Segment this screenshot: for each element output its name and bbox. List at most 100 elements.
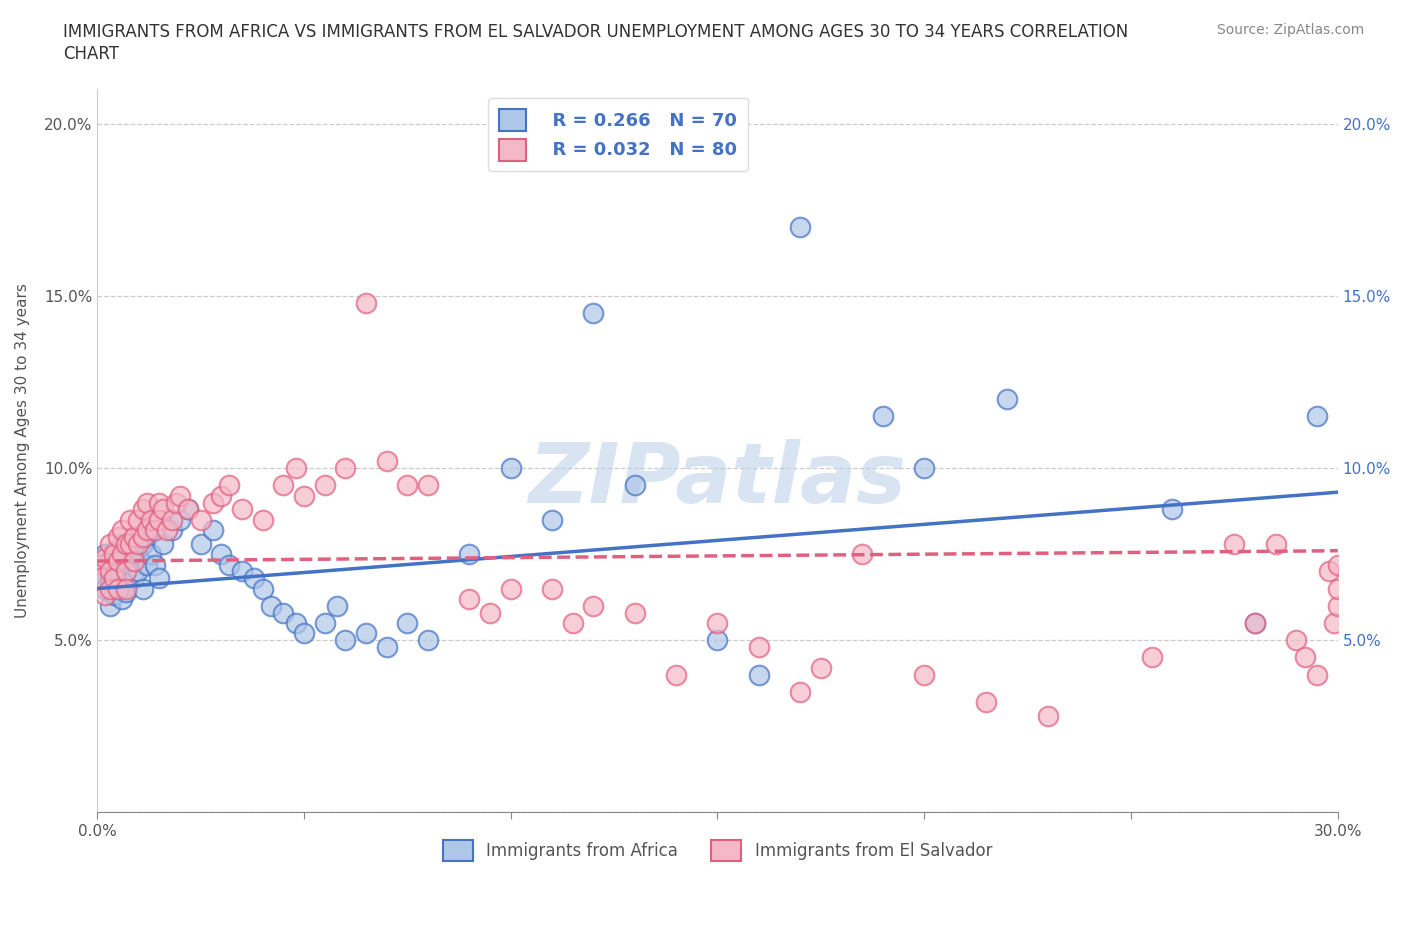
Point — [135, 523, 157, 538]
Point — [115, 564, 138, 578]
Point — [131, 581, 153, 596]
Point — [98, 564, 121, 578]
Point — [94, 557, 117, 572]
Point — [152, 537, 174, 551]
Point — [127, 512, 149, 527]
Point — [94, 547, 117, 562]
Point — [416, 478, 439, 493]
Point — [148, 571, 170, 586]
Point — [94, 551, 117, 565]
Point — [252, 512, 274, 527]
Point — [375, 640, 398, 655]
Point — [375, 454, 398, 469]
Point — [124, 551, 146, 565]
Point — [127, 547, 149, 562]
Point — [98, 581, 121, 596]
Point — [98, 553, 121, 568]
Point — [561, 616, 583, 631]
Point — [499, 581, 522, 596]
Point — [623, 605, 645, 620]
Point — [107, 581, 129, 596]
Point — [98, 598, 121, 613]
Point — [98, 537, 121, 551]
Point — [98, 575, 121, 590]
Point — [169, 488, 191, 503]
Point — [94, 581, 117, 596]
Point — [218, 478, 240, 493]
Point — [458, 591, 481, 606]
Point — [103, 547, 125, 562]
Point — [131, 529, 153, 544]
Point — [271, 605, 294, 620]
Point — [111, 547, 134, 562]
Point — [541, 512, 564, 527]
Point — [124, 553, 146, 568]
Point — [396, 616, 419, 631]
Point — [789, 684, 811, 699]
Legend: Immigrants from Africa, Immigrants from El Salvador: Immigrants from Africa, Immigrants from … — [434, 832, 1001, 870]
Point — [103, 588, 125, 603]
Point — [314, 478, 336, 493]
Point — [1294, 650, 1316, 665]
Point — [396, 478, 419, 493]
Text: IMMIGRANTS FROM AFRICA VS IMMIGRANTS FROM EL SALVADOR UNEMPLOYMENT AMONG AGES 30: IMMIGRANTS FROM AFRICA VS IMMIGRANTS FRO… — [63, 23, 1129, 41]
Point — [115, 585, 138, 600]
Point — [499, 460, 522, 475]
Point — [148, 512, 170, 527]
Point — [1140, 650, 1163, 665]
Point — [127, 564, 149, 578]
Point — [201, 523, 224, 538]
Point — [156, 523, 179, 538]
Point — [851, 547, 873, 562]
Point — [111, 591, 134, 606]
Point — [120, 512, 142, 527]
Text: CHART: CHART — [63, 45, 120, 62]
Point — [623, 478, 645, 493]
Point — [111, 537, 134, 551]
Point — [1285, 632, 1308, 647]
Point — [169, 512, 191, 527]
Point — [1319, 564, 1341, 578]
Point — [201, 495, 224, 510]
Point — [314, 616, 336, 631]
Point — [209, 488, 232, 503]
Point — [94, 588, 117, 603]
Point — [143, 523, 166, 538]
Point — [103, 543, 125, 558]
Point — [582, 598, 605, 613]
Point — [810, 660, 832, 675]
Point — [995, 392, 1018, 406]
Point — [748, 667, 770, 682]
Point — [127, 537, 149, 551]
Point — [1306, 667, 1329, 682]
Y-axis label: Unemployment Among Ages 30 to 34 years: Unemployment Among Ages 30 to 34 years — [15, 284, 30, 618]
Point — [1323, 616, 1346, 631]
Point — [479, 605, 502, 620]
Point — [120, 557, 142, 572]
Point — [912, 460, 935, 475]
Point — [706, 616, 728, 631]
Point — [416, 632, 439, 647]
Point — [541, 581, 564, 596]
Point — [354, 626, 377, 641]
Point — [706, 632, 728, 647]
Point — [872, 409, 894, 424]
Point — [209, 547, 232, 562]
Point — [1223, 537, 1246, 551]
Point — [139, 512, 162, 527]
Point — [111, 551, 134, 565]
Point — [124, 529, 146, 544]
Point — [252, 581, 274, 596]
Point — [458, 547, 481, 562]
Point — [120, 547, 142, 562]
Point — [90, 564, 112, 578]
Point — [665, 667, 688, 682]
Point — [218, 557, 240, 572]
Point — [115, 578, 138, 592]
Point — [115, 537, 138, 551]
Point — [107, 529, 129, 544]
Point — [107, 571, 129, 586]
Point — [335, 460, 357, 475]
Point — [152, 502, 174, 517]
Point — [90, 571, 112, 586]
